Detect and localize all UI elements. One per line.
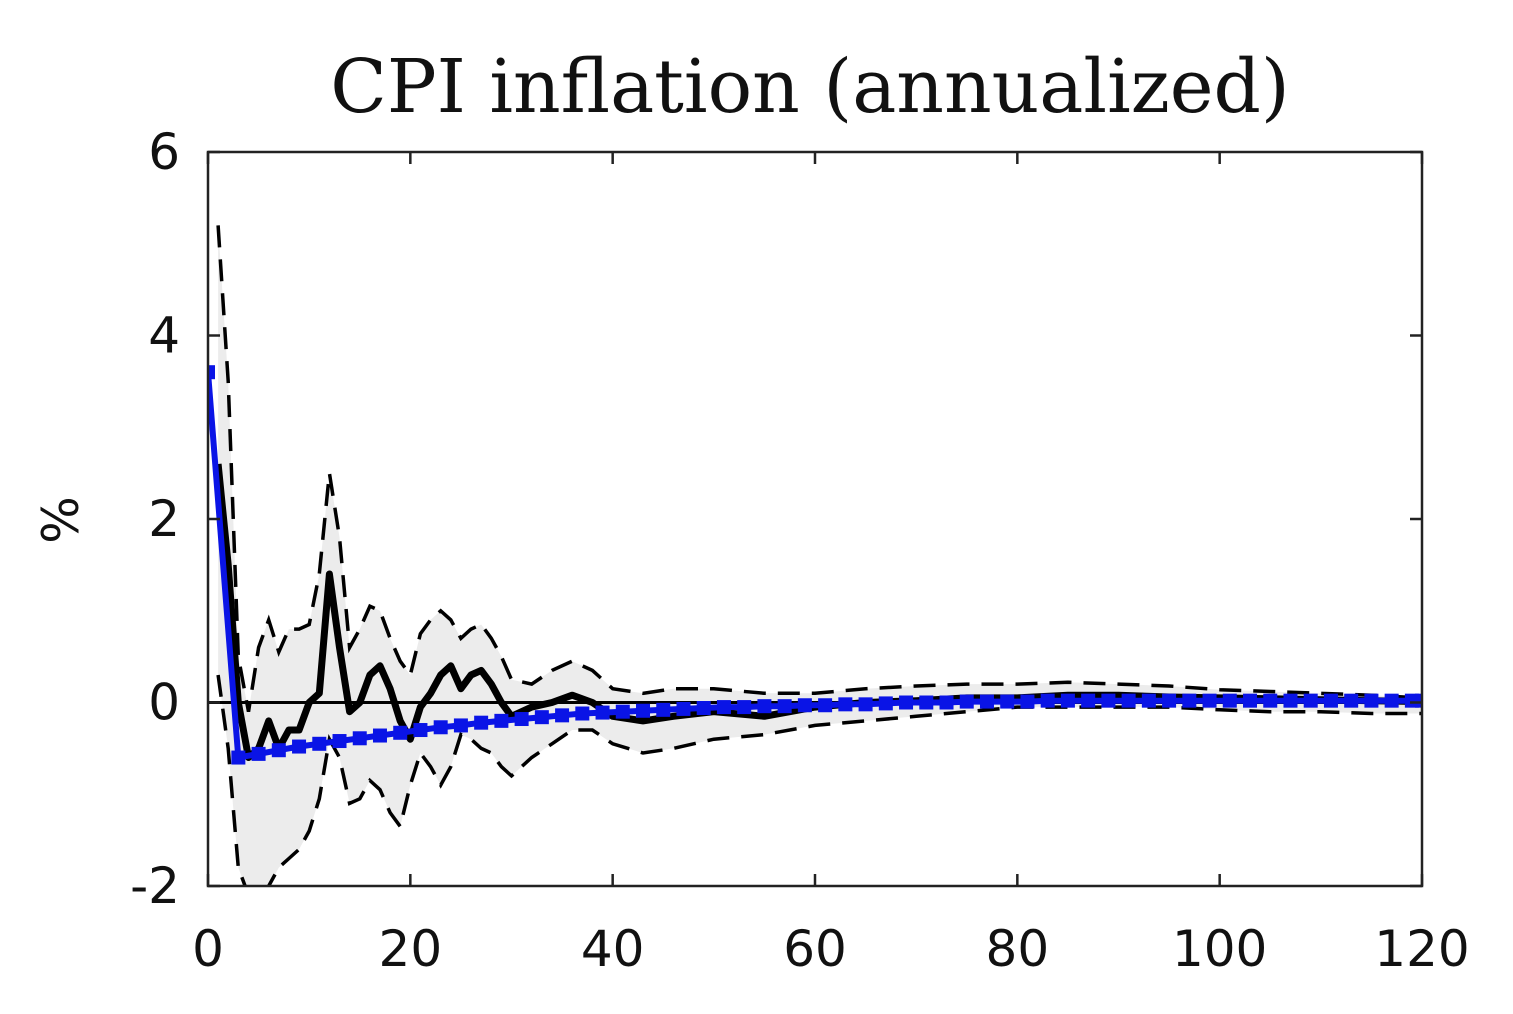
model-marker xyxy=(1323,693,1338,708)
model-marker xyxy=(1141,693,1156,708)
x-tick-label: 20 xyxy=(379,920,443,978)
model-marker xyxy=(514,712,529,727)
model-marker xyxy=(1000,694,1015,709)
model-marker xyxy=(797,698,812,713)
model-marker xyxy=(1182,693,1197,708)
lower-band-line xyxy=(216,674,1422,886)
confidence-band-fill xyxy=(218,225,1422,886)
model-marker xyxy=(636,703,651,718)
model-marker xyxy=(575,706,590,721)
model-marker xyxy=(676,701,691,716)
y-tick-label: 2 xyxy=(148,490,180,548)
model-marker xyxy=(919,695,934,710)
chart-title: CPI inflation (annualized) xyxy=(330,44,1290,130)
model-marker xyxy=(1222,693,1237,708)
model-marker xyxy=(372,728,387,743)
x-tick-label: 100 xyxy=(1172,920,1267,978)
plot-clipped xyxy=(208,225,1422,886)
model-marker xyxy=(1243,693,1258,708)
model-marker xyxy=(1263,693,1278,708)
model-marker xyxy=(494,713,509,728)
model-marker xyxy=(1162,693,1177,708)
model-marker xyxy=(1364,693,1379,708)
model-marker xyxy=(656,702,671,717)
model-marker xyxy=(1384,693,1399,708)
model-marker xyxy=(1202,693,1217,708)
model-marker xyxy=(312,736,327,751)
model-marker xyxy=(1081,693,1096,708)
model-marker xyxy=(433,720,448,735)
model-marker xyxy=(878,696,893,711)
model-marker xyxy=(615,704,630,719)
model-marker xyxy=(474,715,489,730)
y-tick-label: 6 xyxy=(148,123,180,181)
model-marker xyxy=(1060,693,1075,708)
model-marker xyxy=(1283,693,1298,708)
model-marker xyxy=(332,734,347,749)
x-tick-label: 40 xyxy=(581,920,645,978)
model-marker xyxy=(1303,693,1318,708)
model-marker xyxy=(352,731,367,746)
model-marker xyxy=(534,710,549,725)
model-marker xyxy=(251,746,266,761)
model-marker xyxy=(777,699,792,714)
model-marker xyxy=(292,739,307,754)
y-tick-label: 0 xyxy=(148,674,180,732)
model-marker xyxy=(1020,694,1035,709)
x-tick-label: 80 xyxy=(986,920,1050,978)
y-axis-label: % xyxy=(32,496,90,544)
model-marker xyxy=(959,694,974,709)
y-tick-label: -2 xyxy=(130,857,180,915)
model-marker xyxy=(1344,693,1359,708)
model-marker xyxy=(838,697,853,712)
model-marker xyxy=(208,365,215,380)
model-marker xyxy=(696,701,711,716)
model-marker xyxy=(858,697,873,712)
model-marker xyxy=(231,750,246,765)
model-marker xyxy=(979,694,994,709)
model-marker xyxy=(939,695,954,710)
model-marker xyxy=(595,705,610,720)
x-tick-label: 120 xyxy=(1374,920,1469,978)
x-tick-label: 0 xyxy=(192,920,224,978)
model-marker xyxy=(1415,693,1422,708)
model-marker xyxy=(453,718,468,733)
model-marker xyxy=(899,695,914,710)
model-marker xyxy=(555,708,570,723)
model-marker xyxy=(757,699,772,714)
x-tick-label: 60 xyxy=(783,920,847,978)
model-marker xyxy=(393,725,408,740)
model-marker xyxy=(413,723,428,738)
model-marker xyxy=(271,743,286,758)
upper-band-line xyxy=(216,225,1422,713)
model-marker xyxy=(1040,693,1055,708)
y-tick-label: 4 xyxy=(148,307,180,365)
model-marker xyxy=(1121,693,1136,708)
model-marker xyxy=(716,700,731,715)
model-marker xyxy=(737,700,752,715)
model-marker xyxy=(1101,693,1116,708)
model-marker xyxy=(818,698,833,713)
